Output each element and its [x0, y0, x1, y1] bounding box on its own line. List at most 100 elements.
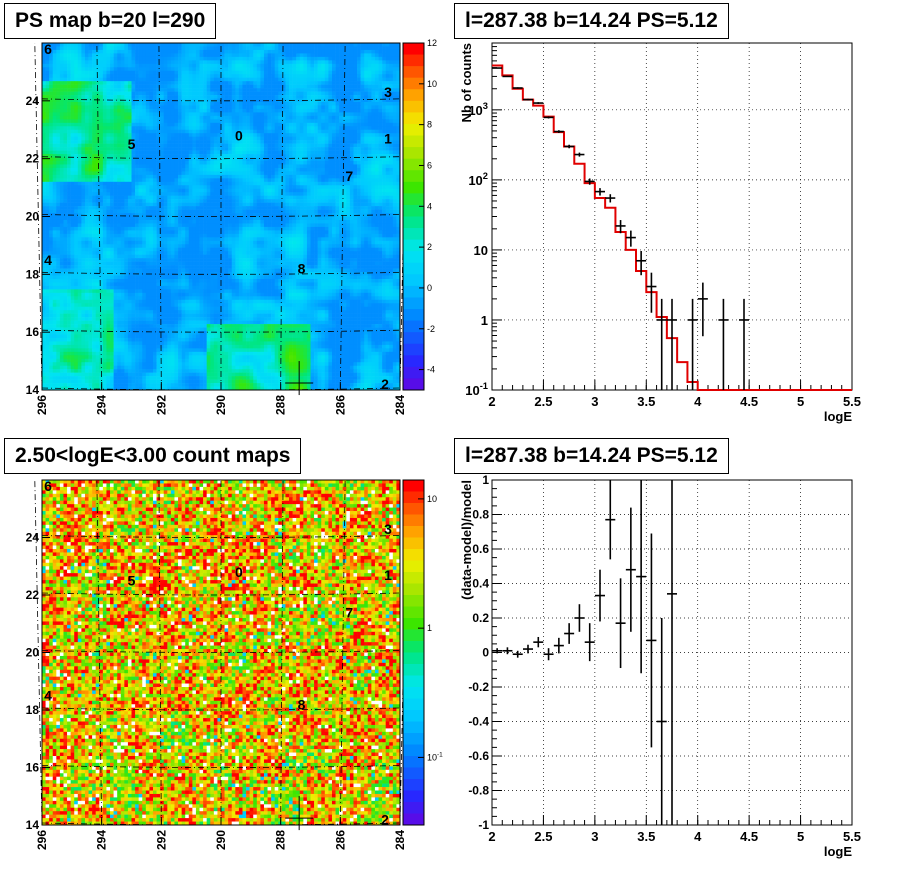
source-label: 0: [235, 564, 243, 580]
source-label: 5: [128, 573, 136, 589]
residual-ytick-label: -1: [478, 818, 489, 832]
spectrum-ylabel: Nb of counts: [459, 43, 474, 122]
colorbar-tick-label: 8: [427, 120, 432, 130]
spectrum-data-point: [595, 188, 605, 196]
spectrum-xtick-label: 4: [694, 394, 702, 409]
spectrum-data-point: [667, 298, 677, 390]
spectrum-data-point: [646, 272, 657, 313]
spectrum-data-point: [543, 116, 554, 119]
residual-panel: 2 2.5 3 3.5 4 4.5 5 5.5 -1 -0.8 -0.6 -0.4 -0.2 0 0.2 0.…: [459, 473, 861, 859]
map-xtick-label: 290: [214, 830, 228, 850]
map-lon-line: [96, 479, 103, 826]
colorbar-band: [403, 181, 424, 194]
colorbar-band: [403, 309, 424, 321]
source-label: 3: [384, 521, 392, 537]
residual-data-point: [492, 648, 503, 654]
residual-xtick-label: 3: [591, 829, 598, 844]
map-ytick-label: 24: [26, 94, 40, 108]
colorbar-band: [403, 514, 424, 527]
source-label: 4: [44, 688, 52, 704]
map-xtick-label: 286: [333, 395, 347, 415]
colorbar-band: [403, 43, 424, 55]
spectrum-data-point: [656, 298, 667, 390]
residual-data-point: [646, 533, 657, 748]
map-xtick-label: 284: [393, 395, 407, 415]
colorbar-band: [403, 480, 424, 492]
source-label: 7: [345, 604, 353, 620]
spectrum-data-point: [697, 282, 708, 337]
colorbar-band: [403, 147, 424, 160]
colorbar-band: [403, 274, 424, 287]
colorbar-band: [403, 675, 424, 688]
colorbar-band: [403, 560, 424, 573]
spectrum-data-point: [502, 75, 513, 78]
colorbar-band: [403, 135, 424, 148]
map-lon-line: [339, 479, 346, 826]
residual-ytick-label: 0: [482, 646, 489, 660]
spectrum-ytick-label: 102: [468, 171, 488, 188]
residual-xtick-label: 2: [488, 829, 495, 844]
colorbar-band: [403, 756, 424, 768]
map-ytick-label: 20: [26, 646, 40, 660]
map-ytick-label: 14: [26, 383, 40, 397]
colorbar-tick-label: 10-1: [427, 751, 443, 762]
spectrum-data-point: [636, 251, 647, 276]
map-ytick-label: 20: [26, 210, 40, 224]
colorbar-band: [403, 744, 424, 757]
spectrum-data-point: [523, 98, 533, 101]
spectrum-xtick-label: 2.5: [534, 394, 552, 409]
spectrum-ytick-label: 10-1: [465, 381, 488, 398]
source-label: 1: [384, 130, 392, 146]
map-xtick-label: 290: [214, 395, 228, 415]
colorbar-band: [403, 813, 424, 826]
residual-ytick-label: -0.2: [468, 680, 489, 694]
source-label: 7: [345, 168, 353, 184]
residual-xtick-label: 4.5: [740, 829, 758, 844]
colorbar-band: [403, 583, 424, 596]
map-xtick-label: 294: [95, 830, 109, 850]
source-label: 6: [44, 41, 52, 57]
residual-data-point: [615, 578, 626, 669]
colorbar-band: [403, 641, 424, 653]
colorbar-band: [403, 366, 424, 379]
residual-data-point: [584, 623, 595, 662]
colorbar-band: [403, 239, 424, 252]
residual-xtick-label: 4: [694, 829, 702, 844]
colorbar-band: [403, 779, 424, 791]
map-panel-2: 14 16 18 20 22 24 296 294 292 290 288 286 284 0 1 2 3 4 5 6…: [26, 478, 425, 850]
residual-xtick-label: 5: [797, 829, 804, 844]
source-label: 5: [128, 136, 136, 152]
colorbar-band: [403, 378, 424, 391]
residual-data-point: [502, 647, 513, 655]
spectrum-ytick-label: 10: [474, 243, 488, 258]
colorbar-tick-label: 6: [427, 160, 432, 170]
spectrum-title: l=287.38 b=14.24 PS=5.12: [454, 3, 729, 39]
residual-data-point: [533, 636, 544, 648]
colorbar-band: [403, 204, 424, 217]
colorbar-band: [403, 491, 424, 504]
colorbar-band: [403, 790, 424, 803]
spectrum-data-point: [687, 298, 698, 390]
residual-data-point: [553, 637, 564, 654]
colorbar-tick-label: 12: [427, 38, 437, 48]
colorbar-band: [403, 355, 424, 368]
colorbar-frame: [402, 479, 425, 826]
source-label: 2: [381, 811, 389, 827]
colorbar-tick-label: 4: [427, 201, 432, 211]
residual-ytick-label: -0.4: [468, 715, 489, 729]
colorbar-band: [403, 526, 424, 538]
colorbar-frame: [402, 42, 425, 391]
source-label: 3: [384, 84, 392, 100]
residual-ytick-label: -0.8: [468, 784, 489, 798]
map-ytick-label: 24: [26, 531, 40, 545]
colorbar-band: [403, 100, 424, 113]
map-xtick-label: 292: [154, 395, 168, 415]
colorbar-tick-label: 10: [427, 79, 437, 89]
colorbar-tick-label: 10: [427, 494, 437, 504]
map-ytick-label: 22: [26, 152, 40, 166]
map-xtick-label: 288: [274, 395, 288, 415]
spectrum-xtick-label: 5: [797, 394, 804, 409]
residual-data-point: [512, 650, 523, 658]
colorbar-tick-label: -2: [427, 324, 435, 334]
